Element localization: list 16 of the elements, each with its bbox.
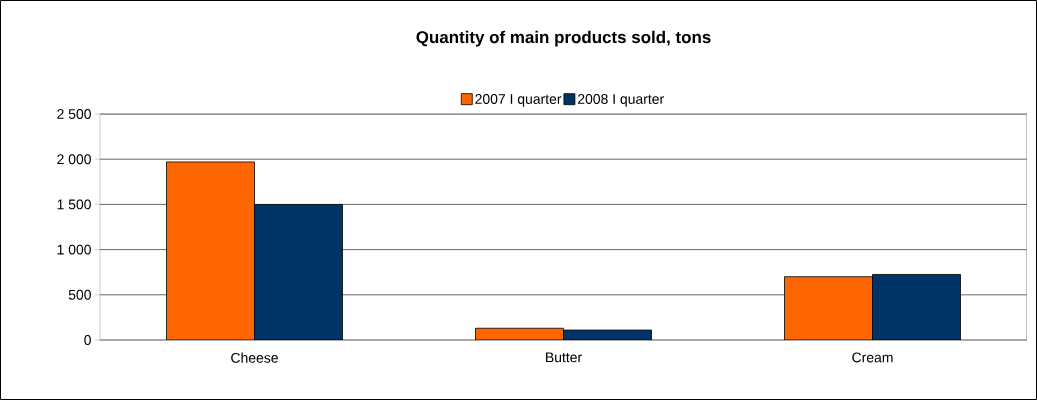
y-tick-label: 1 000 — [57, 244, 91, 255]
y-tick-label: 500 — [68, 289, 91, 300]
y-tick-label: 2 000 — [57, 154, 91, 165]
bar — [784, 276, 873, 340]
legend-label: 2008 I quarter — [578, 94, 664, 107]
y-tick-label: 2 500 — [57, 109, 91, 119]
x-tick-label: Butter — [546, 352, 582, 363]
chart-title: Quantity of main products sold, tons — [416, 30, 711, 47]
x-tick-label: Cream — [852, 352, 893, 363]
x-tick-label: Cheese — [231, 352, 278, 363]
y-tick-label: 0 — [84, 335, 91, 345]
bar — [872, 274, 961, 340]
y-tick-label: 1 500 — [57, 199, 91, 210]
legend-label: 2007 I quarter — [475, 94, 562, 107]
bar — [254, 204, 343, 340]
bar — [166, 161, 255, 340]
